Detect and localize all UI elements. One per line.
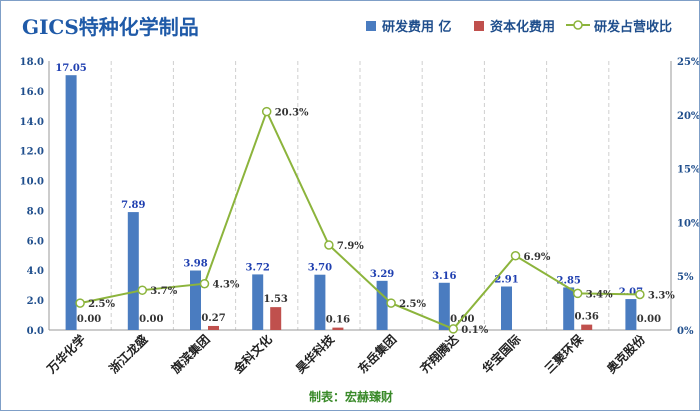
data-label-rd-ratio: 2.5% [88,299,115,310]
data-label-rd-expense: 3.29 [370,269,394,280]
point-rd-ratio [510,251,521,261]
bar-capitalized [270,307,282,330]
x-tick-label: 东岳集团 [355,332,400,377]
y-left-tick-label: 12.0 [20,147,44,158]
data-label-capitalized: 1.53 [264,294,288,305]
data-label-rd-expense: 3.72 [246,262,270,273]
data-label-rd-ratio: 7.9% [337,241,364,252]
x-tick-label: 旗滨集团 [168,332,213,377]
y-left-tick-label: 4.0 [27,266,44,277]
legend-swatch-rd-expense [366,21,376,31]
x-tick-label: 昊华科技 [292,331,337,376]
bar-rd-expense [501,286,512,330]
bar-rd-expense [563,287,575,330]
x-tick-label: 奥克股份 [603,331,648,376]
bar-capitalized [332,327,344,330]
data-label-capitalized: 0.36 [575,312,599,323]
bar-rd-expense [127,212,139,330]
bar-rd-expense [65,75,77,330]
data-label-rd-ratio: 3.4% [586,289,613,300]
y-left-tick-label: 2.0 [27,296,44,307]
data-label-rd-ratio: 4.3% [213,280,240,291]
bar-rd-expense [252,274,264,330]
y-right-tick-label: 0% [677,326,694,337]
y-left-tick-label: 10.0 [20,177,44,188]
bar-rd-expense [314,274,326,330]
chart-title: GICS特种化学制品 [22,15,199,39]
bar-rd-expense [376,280,388,330]
bar-rd-expense [190,270,201,330]
point-rd-ratio [199,278,210,289]
y-left-tick-label: 6.0 [27,236,44,247]
data-label-capitalized: 0.27 [201,313,225,324]
y-left-tick-label: 16.0 [20,87,44,98]
point-rd-ratio [75,298,85,308]
bar-rd-expense [438,282,450,330]
y-left-tick-label: 14.0 [20,117,44,128]
data-label-capitalized: 0.00 [139,314,163,325]
data-label-rd-expense: 3.16 [432,271,456,282]
x-tick-label: 三聚环保 [541,331,586,376]
point-rd-ratio [386,298,396,308]
point-rd-ratio [261,106,272,117]
legend-label-capitalized: 资本化费用 [490,20,556,35]
x-tick-label: 金科文化 [230,332,275,377]
data-label-capitalized: 0.00 [77,314,101,325]
data-label-rd-ratio: 20.3% [275,108,309,119]
data-label-rd-expense: 2.85 [557,275,581,286]
point-rd-ratio [635,289,645,300]
x-tick-label: 齐翔腾达 [417,332,462,377]
data-label-rd-expense: 3.98 [183,259,207,270]
point-rd-ratio [324,240,334,250]
y-right-tick-label: 10% [677,218,699,229]
point-rd-ratio [137,285,148,295]
x-tick-label: 浙江龙盛 [106,332,151,377]
legend-label-rd-ratio: 研发占营收比 [594,20,673,35]
bar-capitalized [581,324,593,330]
bar-capitalized [208,325,219,330]
data-label-rd-ratio: 3.3% [648,290,675,301]
point-rd-ratio [448,324,459,334]
data-label-rd-expense: 7.89 [121,200,145,211]
x-tick-label: 华宝国际 [479,332,524,377]
y-right-tick-label: 25% [677,57,699,68]
data-label-rd-expense: 3.70 [308,263,332,274]
legend-swatch-capitalized [474,21,484,31]
data-label-rd-ratio: 3.7% [150,286,177,297]
data-label-rd-expense: 2.07 [619,287,643,298]
data-label-rd-ratio: 6.9% [524,252,551,263]
y-right-tick-label: 20% [677,111,699,122]
legend-label-rd-expense: 研发费用 亿 [382,20,452,35]
data-label-rd-ratio: 2.5% [399,299,426,310]
data-label-rd-expense: 2.91 [494,275,518,286]
chart-legend: 研发费用 亿 资本化费用 研发占营收比 [366,16,696,35]
data-label-capitalized: 0.00 [637,314,661,325]
y-left-tick-label: 18.0 [20,57,44,68]
x-tick-label: 万华化学 [43,332,88,377]
bar-rd-expense [625,299,637,330]
legend-marker-rd-ratio [566,20,590,30]
data-label-rd-ratio: 0.1% [461,325,488,336]
y-left-tick-label: 8.0 [27,206,44,217]
line-rd-ratio [79,108,640,331]
y-left-tick-label: 0.0 [27,326,44,337]
data-label-capitalized: 0.16 [326,315,350,326]
y-right-tick-label: 5% [677,272,694,283]
y-right-tick-label: 15% [677,165,699,176]
data-label-rd-expense: 17.05 [55,63,86,74]
point-rd-ratio [572,288,583,299]
chart-credit: 制表：宏赫臻财 [308,390,393,404]
